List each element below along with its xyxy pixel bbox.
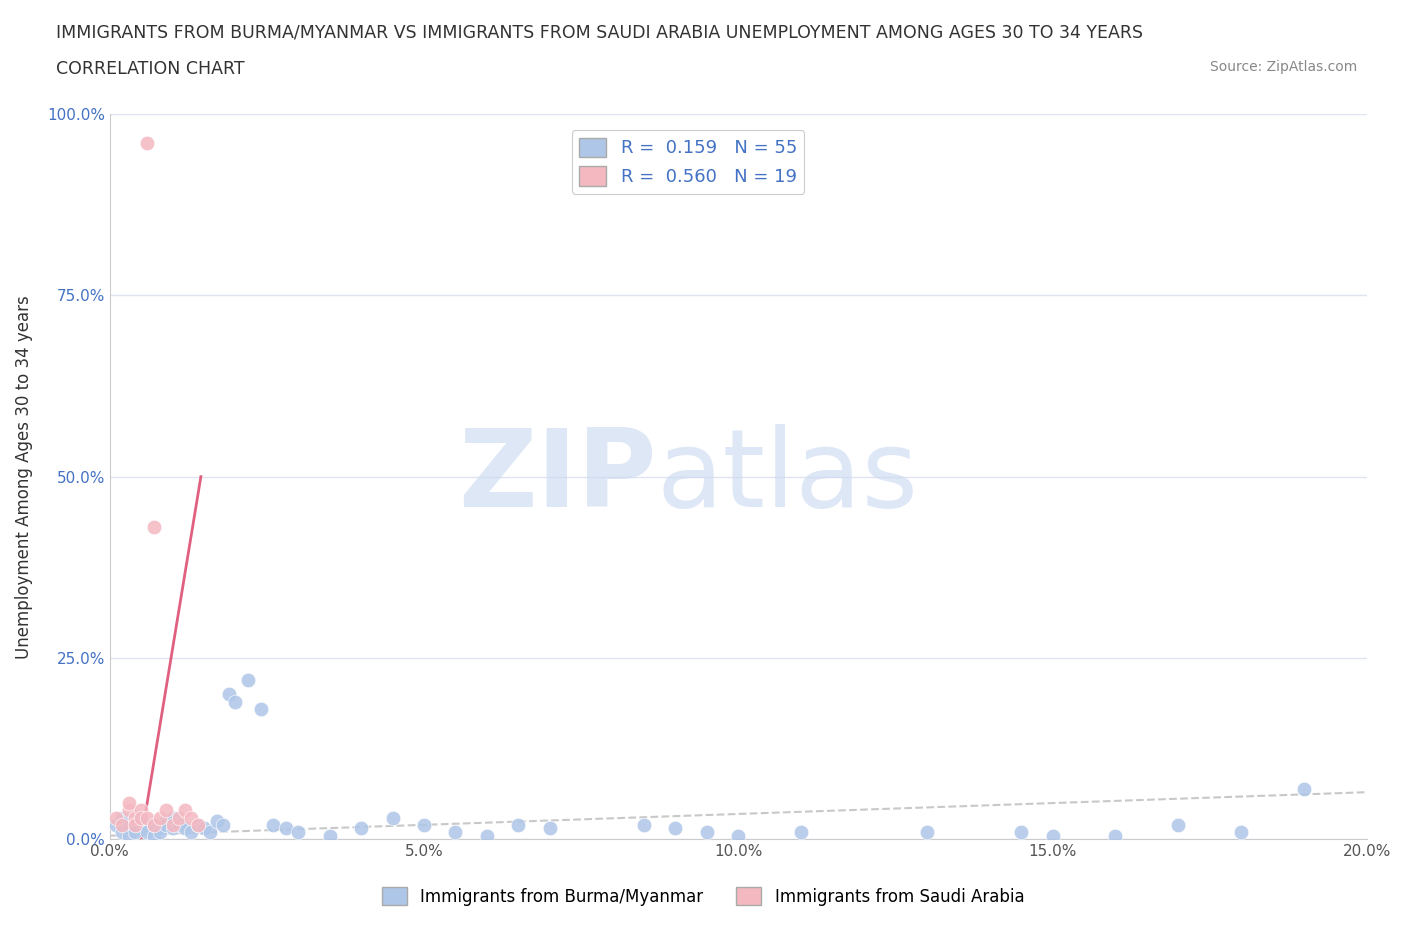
Point [287, 825, 309, 840]
Point [124, 825, 146, 840]
Point [1010, 825, 1032, 840]
Point [274, 821, 297, 836]
Point [117, 829, 139, 844]
Point [727, 829, 749, 844]
Point [218, 687, 240, 702]
Point [111, 810, 134, 825]
Point [212, 817, 235, 832]
Point [262, 817, 284, 832]
Point [633, 817, 655, 832]
Y-axis label: Unemployment Among Ages 30 to 34 years: Unemployment Among Ages 30 to 34 years [15, 295, 32, 658]
Point [142, 817, 165, 832]
Point [696, 825, 718, 840]
Point [142, 520, 165, 535]
Point [187, 817, 209, 832]
Point [124, 817, 146, 832]
Point [105, 810, 128, 825]
Point [475, 829, 498, 844]
Legend: R =  0.159   N = 55, R =  0.560   N = 19: R = 0.159 N = 55, R = 0.560 N = 19 [572, 130, 804, 193]
Point [136, 821, 159, 836]
Point [167, 817, 190, 832]
Point [117, 803, 139, 817]
Point [155, 817, 177, 832]
Point [142, 817, 165, 832]
Point [664, 821, 686, 836]
Point [149, 825, 172, 840]
Point [149, 821, 172, 836]
Point [129, 810, 152, 825]
Point [136, 136, 159, 151]
Point [205, 814, 228, 829]
Point [444, 825, 467, 840]
Point [224, 694, 246, 709]
Point [162, 817, 184, 832]
Point [149, 810, 172, 825]
Point [187, 817, 209, 832]
Point [1167, 817, 1189, 832]
Point [1104, 829, 1126, 844]
Point [1042, 829, 1064, 844]
Point [111, 817, 134, 832]
Point [162, 810, 184, 825]
Point [381, 810, 404, 825]
Point [508, 817, 530, 832]
Point [319, 829, 342, 844]
Point [129, 810, 152, 825]
Point [142, 829, 165, 844]
Point [124, 817, 146, 832]
Point [174, 821, 197, 836]
Point [200, 825, 222, 840]
Text: ZIP: ZIP [458, 424, 657, 530]
Text: atlas: atlas [657, 424, 918, 530]
Point [236, 672, 259, 687]
Point [155, 803, 177, 817]
Point [136, 825, 159, 840]
Point [129, 814, 152, 829]
Point [162, 821, 184, 836]
Point [180, 825, 202, 840]
Point [193, 821, 215, 836]
Text: Source: ZipAtlas.com: Source: ZipAtlas.com [1209, 60, 1357, 74]
Text: CORRELATION CHART: CORRELATION CHART [56, 60, 245, 78]
Point [167, 810, 190, 825]
Point [117, 796, 139, 811]
Point [129, 803, 152, 817]
Point [155, 814, 177, 829]
Point [249, 701, 271, 716]
Point [1230, 825, 1253, 840]
Point [350, 821, 373, 836]
Text: IMMIGRANTS FROM BURMA/MYANMAR VS IMMIGRANTS FROM SAUDI ARABIA UNEMPLOYMENT AMONG: IMMIGRANTS FROM BURMA/MYANMAR VS IMMIGRA… [56, 23, 1143, 41]
Point [413, 817, 436, 832]
Point [105, 817, 128, 832]
Legend: Immigrants from Burma/Myanmar, Immigrants from Saudi Arabia: Immigrants from Burma/Myanmar, Immigrant… [375, 881, 1031, 912]
Point [111, 825, 134, 840]
Point [180, 810, 202, 825]
Point [136, 817, 159, 832]
Point [538, 821, 561, 836]
Point [174, 803, 197, 817]
Point [136, 810, 159, 825]
Point [790, 825, 813, 840]
Point [1292, 781, 1315, 796]
Point [117, 821, 139, 836]
Point [915, 825, 938, 840]
Point [124, 810, 146, 825]
